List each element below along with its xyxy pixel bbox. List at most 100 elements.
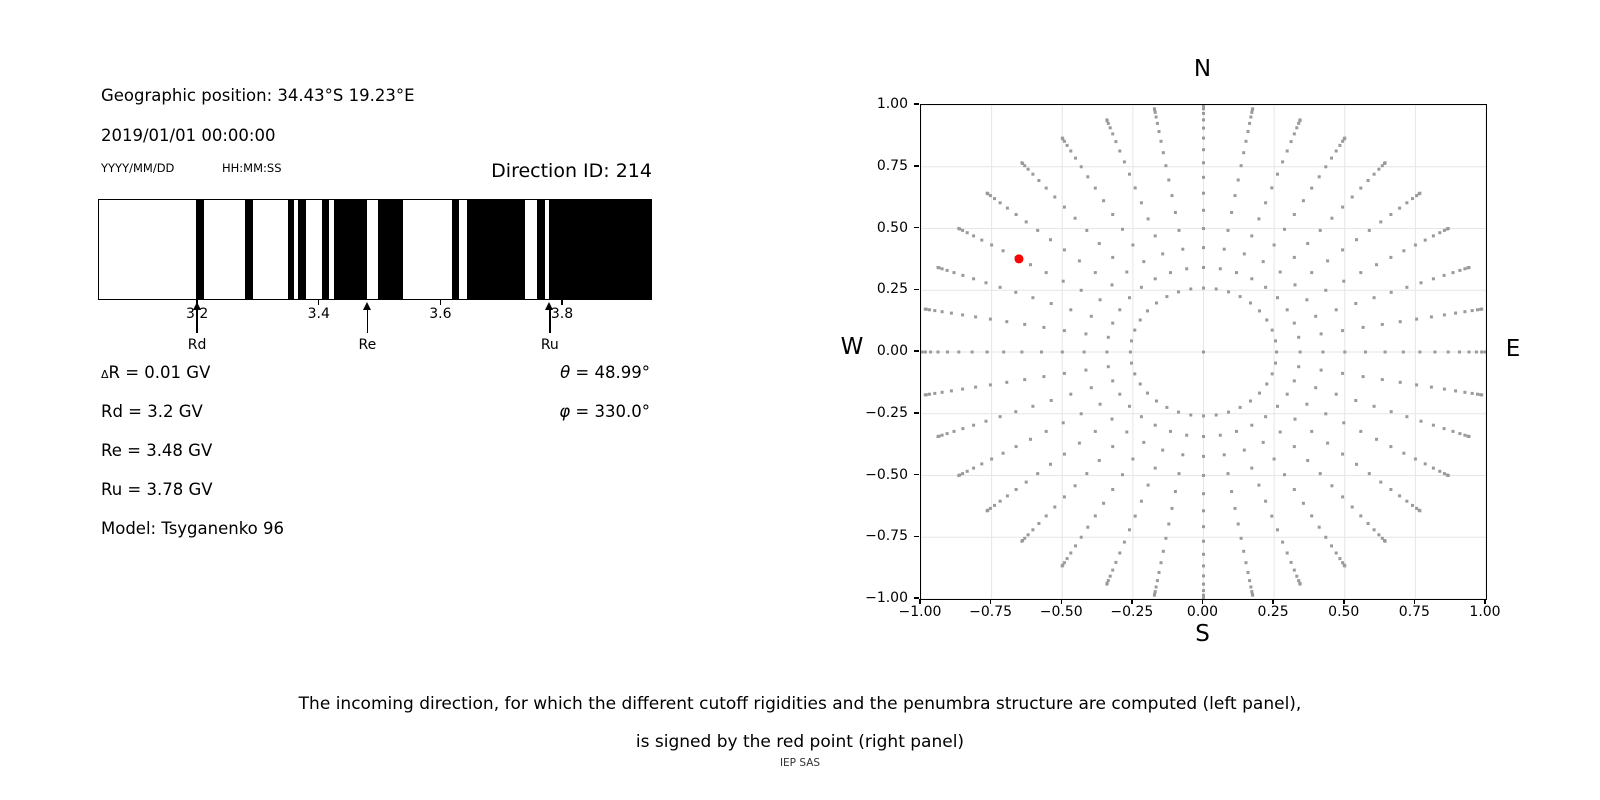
direction-grid-dot (1152, 107, 1156, 111)
direction-grid-dot (1324, 288, 1328, 292)
penumbra-band (549, 200, 652, 299)
direction-grid-dot (1202, 227, 1205, 230)
direction-grid-dot (1026, 167, 1030, 171)
direction-grid-dot (1118, 551, 1122, 555)
penumbra-band (322, 200, 330, 299)
direction-grid-dot (1111, 445, 1115, 449)
scatter-y-tick-label: 0.25 (876, 281, 908, 298)
cutoff-marker-arrowhead (362, 302, 371, 310)
direction-grid-dot (1458, 268, 1462, 272)
direction-grid-dot (965, 231, 969, 235)
direction-grid-dot (1389, 488, 1393, 491)
param-phi: φ = 330.0° (559, 402, 650, 421)
direction-grid-dot (1463, 390, 1467, 394)
direction-grid-dot (1275, 350, 1279, 354)
direction-grid-dot (1246, 130, 1250, 133)
direction-grid-dot (1442, 228, 1446, 232)
direction-grid-dot (1405, 285, 1409, 289)
param-ru: Ru = 3.78 GV (101, 480, 213, 499)
direction-grid-dot (1341, 371, 1345, 375)
direction-grid-dot (1355, 462, 1358, 466)
scatter-y-tick-label: 0.00 (876, 343, 908, 359)
direction-grid-dot (1446, 474, 1450, 477)
direction-grid-dot (1423, 238, 1427, 242)
cutoff-marker-arrow (366, 309, 369, 333)
direction-grid-dot (1463, 267, 1467, 271)
direction-grid-dot (988, 506, 992, 510)
direction-grid-dot (1089, 314, 1093, 318)
direction-grid-dot (1354, 302, 1358, 305)
direction-grid-dot (1069, 149, 1073, 153)
direction-grid-dot (1111, 255, 1115, 259)
direction-grid-dot (1281, 160, 1285, 164)
direction-grid-dot (1343, 564, 1347, 568)
direction-grid-dot (1285, 392, 1289, 396)
direction-grid-dot (1442, 273, 1446, 277)
direction-grid-dot (1155, 301, 1158, 305)
direction-grid-dot (1258, 309, 1261, 313)
scatter-y-tick (914, 473, 919, 476)
direction-grid-dot (1062, 139, 1066, 143)
direction-grid-dot (928, 308, 931, 312)
direction-grid-dot (1165, 405, 1169, 409)
direction-grid-dot (1233, 506, 1237, 510)
direction-grid-dot (1161, 252, 1165, 256)
scatter-x-tick (989, 599, 992, 604)
direction-grid-dot (1248, 121, 1252, 125)
direction-grid-dot (1146, 309, 1149, 313)
direction-grid-dot (1106, 335, 1110, 339)
direction-grid-dot (952, 429, 956, 433)
direction-grid-dot (1480, 393, 1484, 397)
direction-grid-dot (1130, 339, 1133, 343)
direction-grid-dot (1089, 386, 1093, 390)
direction-grid-dot (1062, 371, 1066, 375)
direction-grid-dot (972, 466, 976, 470)
direction-grid-dot (1375, 437, 1378, 441)
direction-grid-dot (1334, 149, 1338, 153)
direction-grid-dot (1367, 228, 1371, 232)
direction-grid-dot (1272, 457, 1276, 461)
direction-grid-dot (1383, 350, 1387, 354)
direction-grid-dot (1128, 404, 1131, 408)
scatter-x-tick-label: 0.25 (1257, 604, 1289, 620)
direction-grid-dot (1359, 429, 1363, 433)
direction-grid-dot (923, 307, 927, 311)
direction-grid-dot (1377, 167, 1381, 171)
direction-grid-dot (1476, 392, 1479, 396)
direction-grid-dot (1251, 593, 1255, 597)
direction-grid-dot (1105, 350, 1109, 354)
direction-grid-dot (1438, 231, 1442, 235)
direction-grid-dot (1084, 368, 1088, 372)
direction-grid-dot (1029, 437, 1032, 441)
direction-grid-dot (1062, 452, 1066, 456)
scatter-y-tick-label: −0.25 (865, 404, 908, 421)
direction-grid-dot (972, 423, 976, 427)
direction-grid-dot (1105, 118, 1109, 122)
direction-grid-dot (1429, 315, 1433, 319)
direction-grid-dot (988, 317, 992, 321)
direction-grid-dot (1111, 379, 1115, 383)
direction-grid-dot (1110, 417, 1114, 421)
direction-grid-dot (1398, 380, 1402, 384)
direction-grid-dot (1405, 201, 1409, 205)
direction-grid-dot (1383, 539, 1387, 543)
direction-grid-dot (1295, 574, 1299, 578)
direction-grid-dot (945, 432, 949, 436)
direction-grid-dot (1153, 110, 1157, 114)
direction-grid-dot (1380, 536, 1384, 540)
direction-grid-dot (1330, 156, 1333, 160)
direction-grid-dot (1330, 544, 1333, 548)
scatter-x-tick-label: −0.25 (1110, 604, 1154, 620)
direction-grid-dot (940, 433, 944, 437)
direction-grid-dot (1250, 466, 1254, 470)
direction-grid-dot (988, 383, 992, 387)
direction-grid-dot (1177, 472, 1181, 476)
direction-grid-dot (1413, 457, 1417, 461)
direction-grid-dot (1157, 571, 1161, 574)
direction-grid-dot (1442, 313, 1446, 317)
direction-grid-dot (1326, 441, 1330, 445)
direction-grid-dot (1359, 271, 1363, 275)
direction-grid-dot (1429, 385, 1433, 389)
direction-grid-dot (1405, 415, 1409, 419)
direction-grid-dot (1438, 469, 1442, 473)
